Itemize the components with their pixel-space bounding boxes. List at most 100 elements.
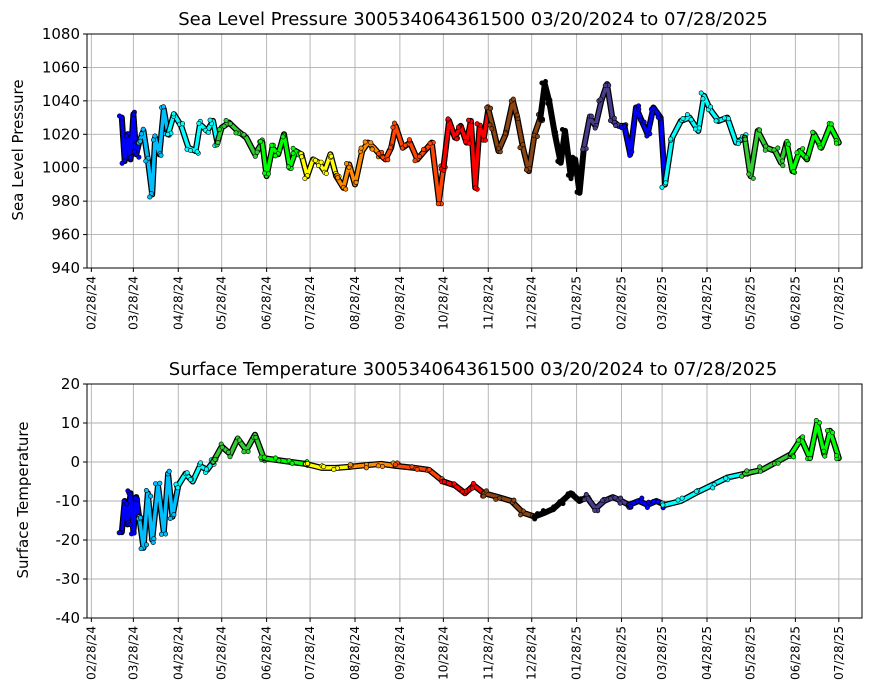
data-point <box>116 530 122 536</box>
data-point <box>245 448 251 454</box>
data-point <box>147 194 153 200</box>
data-point <box>580 146 586 152</box>
data-point <box>557 499 563 505</box>
data-point <box>534 134 540 140</box>
data-point <box>194 149 200 155</box>
data-point <box>215 140 221 146</box>
data-point <box>188 148 194 154</box>
data-point <box>790 454 796 460</box>
data-point <box>791 169 797 175</box>
data-point <box>143 542 149 548</box>
data-point <box>205 129 211 135</box>
data-point <box>660 502 666 508</box>
y-tick-label: -40 <box>56 609 81 627</box>
y-tick-label: 940 <box>51 259 80 277</box>
data-point <box>237 437 243 443</box>
data-point <box>828 121 834 127</box>
data-point <box>598 96 604 102</box>
y-tick-label: 1060 <box>42 58 80 76</box>
data-point <box>588 113 594 119</box>
data-point <box>276 457 282 463</box>
data-point <box>184 470 190 476</box>
data-point <box>750 175 756 181</box>
data-point <box>592 125 598 131</box>
data-point <box>483 488 489 494</box>
x-tick-label: 05/28/25 <box>743 276 757 330</box>
series-line <box>137 471 181 550</box>
data-point <box>668 136 674 142</box>
data-point <box>426 467 432 473</box>
data-point <box>562 128 568 134</box>
data-point <box>484 105 490 111</box>
data-point <box>756 127 762 133</box>
x-tick-label: 11/28/24 <box>481 626 495 680</box>
data-point <box>639 495 645 501</box>
x-tick-label: 12/28/24 <box>525 626 539 680</box>
data-point <box>136 154 142 160</box>
data-point <box>148 493 154 499</box>
data-point <box>650 498 656 504</box>
data-point <box>335 175 341 181</box>
data-point <box>150 539 156 545</box>
data-point <box>570 491 576 497</box>
data-point <box>644 133 650 139</box>
data-point <box>131 111 137 117</box>
y-tick-label: -20 <box>56 531 81 549</box>
data-point <box>304 460 310 466</box>
data-point <box>710 485 716 491</box>
data-point <box>607 118 613 124</box>
x-tick-label: 04/28/25 <box>700 276 714 330</box>
x-tick-label: 03/28/24 <box>126 276 140 330</box>
data-point <box>725 116 731 122</box>
data-point <box>520 508 526 514</box>
ticks: -40 -30 -20 -10 0 10 20 02/28/24 03/28/24 04/28/2… <box>56 375 846 680</box>
data-point <box>290 150 296 156</box>
data-point <box>822 453 828 459</box>
series-line <box>742 452 793 476</box>
x-tick-label: 01/28/25 <box>570 626 584 680</box>
data-point <box>254 149 260 155</box>
x-tick-label: 03/28/25 <box>655 276 669 330</box>
data-point <box>368 140 374 146</box>
data-point <box>655 499 661 505</box>
x-tick-label: 07/28/25 <box>832 276 846 330</box>
data-point <box>312 157 318 163</box>
x-tick-label: 06/28/25 <box>788 626 802 680</box>
data-point <box>406 137 412 143</box>
data-point <box>688 117 694 123</box>
data-point <box>493 496 499 502</box>
data-point <box>165 131 171 137</box>
data-point <box>227 121 233 127</box>
data-point <box>675 497 681 503</box>
data-point <box>617 500 623 506</box>
y-tick-label: 1080 <box>42 25 80 43</box>
x-tick-label: 08/28/24 <box>348 276 362 330</box>
data-point <box>391 120 397 126</box>
x-tick-label: 08/28/24 <box>348 626 362 680</box>
data-point <box>347 462 353 468</box>
data-point <box>613 123 619 129</box>
data-point <box>807 455 813 461</box>
data-point <box>217 126 223 132</box>
x-tick-label: 12/28/24 <box>525 276 539 330</box>
data-point <box>221 123 227 129</box>
data-point <box>207 117 213 123</box>
x-tick-label: 07/28/25 <box>832 626 846 680</box>
data-point <box>252 153 258 159</box>
data-point <box>663 180 669 186</box>
data-point <box>299 154 305 160</box>
data-point <box>744 468 750 474</box>
data-point <box>166 468 172 474</box>
data-point <box>390 124 396 130</box>
data-point <box>331 466 337 472</box>
data-point <box>796 437 802 443</box>
data-point <box>684 112 690 118</box>
data-point <box>692 126 698 132</box>
data-point <box>131 149 137 155</box>
data-point <box>762 147 768 153</box>
data-point <box>532 516 538 522</box>
data-point <box>612 495 618 501</box>
data-point <box>315 163 321 169</box>
data-point <box>817 145 823 151</box>
